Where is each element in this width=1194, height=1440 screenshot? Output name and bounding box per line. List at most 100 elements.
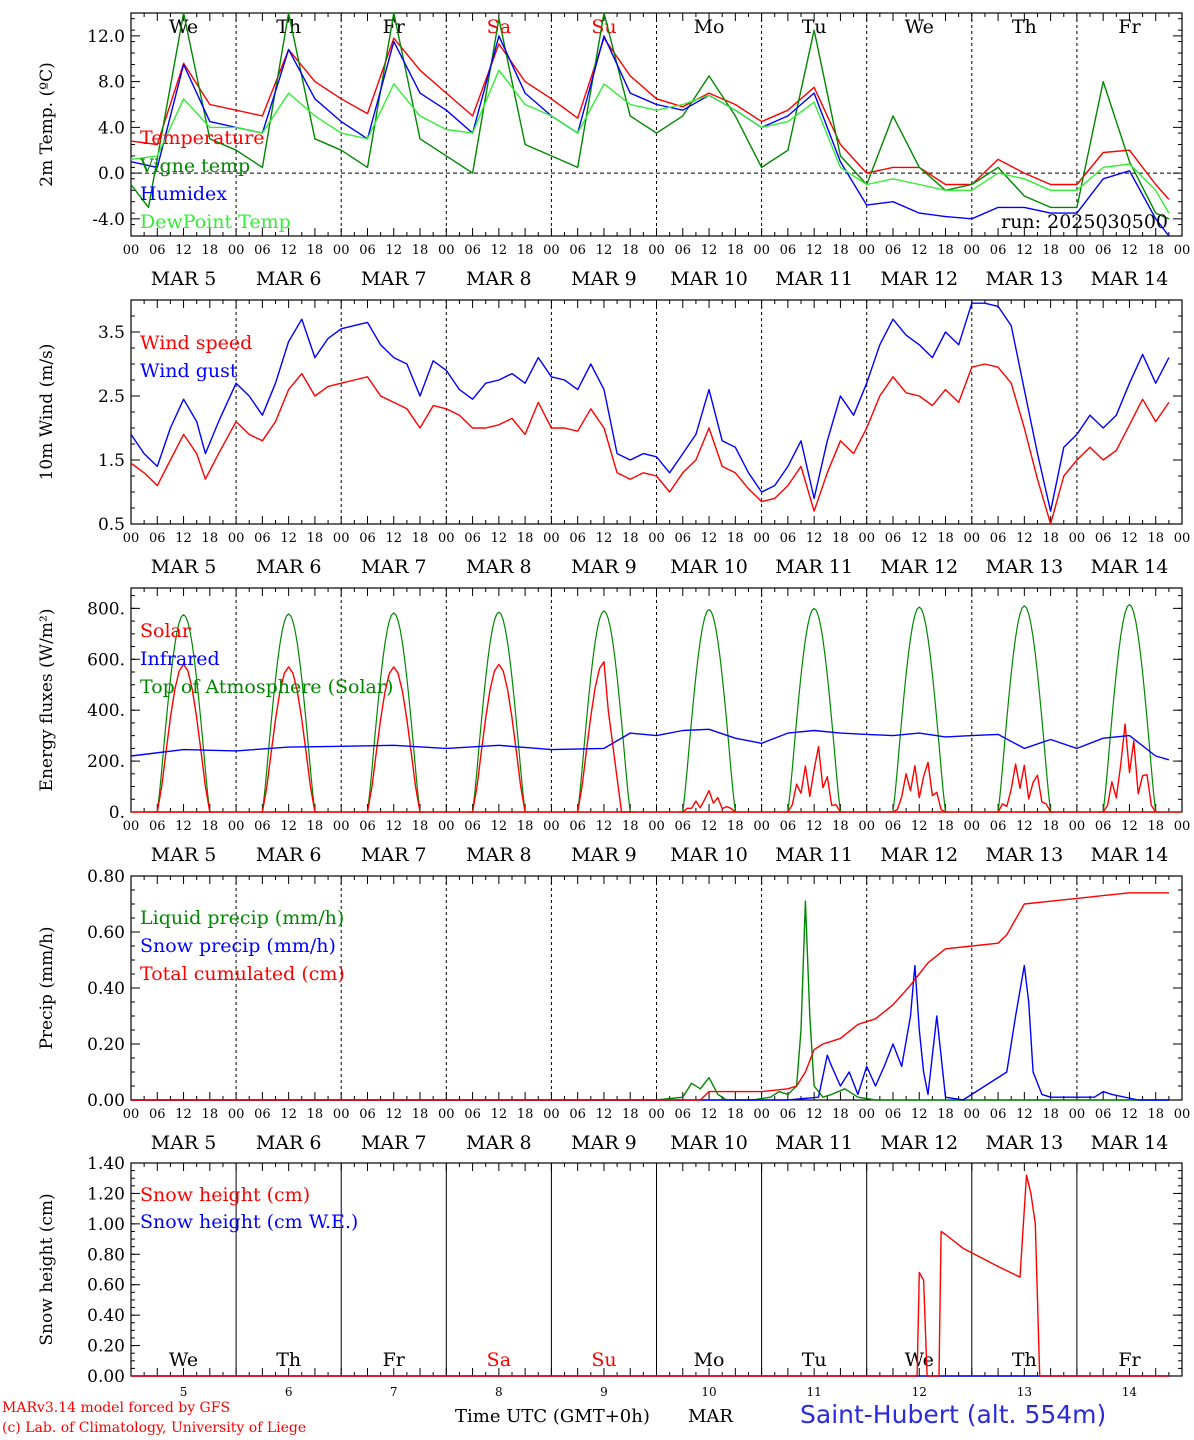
date-label: MAR 10 <box>670 556 748 578</box>
y-tick-label: 0.80 <box>87 867 125 887</box>
day-number-label: 5 <box>180 1385 188 1399</box>
solar-line <box>366 666 421 813</box>
hour-tick-label: 06 <box>569 1107 586 1122</box>
y-tick-label: 3.5 <box>98 323 125 343</box>
hour-tick-label: 12 <box>491 819 508 834</box>
hour-tick-label: 00 <box>648 819 665 834</box>
hour-tick-label: 18 <box>412 1107 429 1122</box>
precip-series-line <box>131 900 1169 1101</box>
weekday-label: Th <box>276 1349 301 1371</box>
hour-tick-label: 00 <box>1174 1107 1191 1122</box>
y-tick-label: 12.0 <box>87 27 125 47</box>
weekday-label: Sa <box>487 1349 511 1371</box>
hour-tick-label: 00 <box>1174 243 1191 258</box>
toa-solar-line <box>468 611 530 813</box>
hour-tick-label: 12 <box>175 243 192 258</box>
hour-tick-label: 00 <box>1174 531 1191 546</box>
hour-tick-label: 00 <box>753 243 770 258</box>
solar-line <box>471 663 526 813</box>
snow-height-line <box>131 1174 1169 1377</box>
hour-tick-label: 18 <box>727 1107 744 1122</box>
date-label: MAR 13 <box>985 268 1063 290</box>
hour-tick-label: 06 <box>149 819 166 834</box>
hour-tick-label: 00 <box>753 1107 770 1122</box>
hour-tick-label: 06 <box>464 819 481 834</box>
hour-tick-label: 18 <box>832 1107 849 1122</box>
hour-tick-label: 12 <box>491 531 508 546</box>
hour-tick-label: 12 <box>1121 819 1138 834</box>
hour-tick-label: 06 <box>780 1107 797 1122</box>
date-label: MAR 8 <box>466 844 532 866</box>
hour-tick-label: 18 <box>202 531 219 546</box>
hour-tick-label: 18 <box>307 819 324 834</box>
y-tick-label: 0.60 <box>87 923 125 943</box>
station-title: Saint-Hubert (alt. 554m) <box>800 1400 1107 1429</box>
solar-line <box>787 745 841 813</box>
hour-tick-label: 12 <box>175 1107 192 1122</box>
hour-tick-label: 12 <box>806 531 823 546</box>
hour-tick-label: 12 <box>596 819 613 834</box>
hour-tick-label: 12 <box>491 243 508 258</box>
hour-tick-label: 00 <box>438 819 455 834</box>
hour-tick-label: 00 <box>1069 819 1086 834</box>
date-label: MAR 8 <box>466 268 532 290</box>
date-label: MAR 5 <box>151 1132 217 1154</box>
hour-tick-label: 12 <box>280 1107 297 1122</box>
date-label: MAR 14 <box>1091 268 1169 290</box>
hour-tick-label: 12 <box>911 1107 928 1122</box>
hour-tick-label: 18 <box>622 1107 639 1122</box>
temp-series-line <box>130 35 1170 237</box>
hour-tick-label: 06 <box>149 531 166 546</box>
hour-tick-label: 00 <box>964 1107 981 1122</box>
hour-tick-label: 12 <box>806 819 823 834</box>
hour-tick-label: 12 <box>596 243 613 258</box>
hour-tick-label: 06 <box>675 819 692 834</box>
hour-tick-label: 12 <box>1016 243 1033 258</box>
hour-tick-label: 00 <box>753 531 770 546</box>
y-tick-label: 0.40 <box>87 1306 125 1326</box>
hour-tick-label: 12 <box>701 819 718 834</box>
hour-tick-label: 12 <box>385 243 402 258</box>
hour-tick-label: 00 <box>543 243 560 258</box>
date-label: MAR 7 <box>361 268 427 290</box>
date-label: MAR 11 <box>775 556 853 578</box>
hour-tick-label: 06 <box>359 819 376 834</box>
day-number-label: 8 <box>495 1385 503 1399</box>
hour-tick-label: 00 <box>543 1107 560 1122</box>
hour-tick-label: 00 <box>333 819 350 834</box>
date-label: MAR 12 <box>880 844 958 866</box>
weekday-label: Mo <box>694 16 725 38</box>
y-tick-label: 200. <box>87 752 125 772</box>
hour-tick-label: 12 <box>385 1107 402 1122</box>
hour-tick-label: 18 <box>517 243 534 258</box>
toa-solar-line <box>888 606 950 813</box>
infrared-line <box>130 728 1170 761</box>
hour-tick-label: 06 <box>675 1107 692 1122</box>
y-tick-label: 0.0 <box>98 164 125 184</box>
hour-tick-label: 00 <box>228 531 245 546</box>
y-tick-label: 0.20 <box>87 1035 125 1055</box>
date-label: MAR 14 <box>1091 556 1169 578</box>
date-label: MAR 6 <box>256 1132 322 1154</box>
day-number-label: 14 <box>1122 1385 1138 1399</box>
weekday-label: Fr <box>383 16 406 38</box>
legend-entry: Top of Atmosphere (Solar) <box>140 676 393 698</box>
y-tick-label: 4.0 <box>98 118 125 138</box>
weekday-label: Sa <box>487 16 511 38</box>
y-axis-label: 10m Wind (m/s) <box>37 344 57 481</box>
date-label: MAR 5 <box>151 556 217 578</box>
hour-tick-label: 06 <box>675 243 692 258</box>
hour-tick-label: 00 <box>1069 1107 1086 1122</box>
day-number-label: 7 <box>390 1385 398 1399</box>
y-axis-label: 2m Temp. (ºC) <box>37 62 57 187</box>
hour-tick-label: 18 <box>412 243 429 258</box>
legend-entry: Snow height (cm) <box>140 1184 310 1206</box>
hour-tick-label: 06 <box>885 819 902 834</box>
credit-line-1: MARv3.14 model forced by GFS <box>2 1400 231 1416</box>
hour-tick-label: 06 <box>885 531 902 546</box>
hour-tick-label: 00 <box>123 819 140 834</box>
date-label: MAR 5 <box>151 844 217 866</box>
y-tick-label: 0.60 <box>87 1276 125 1296</box>
panel-frame-1 <box>130 299 1183 525</box>
